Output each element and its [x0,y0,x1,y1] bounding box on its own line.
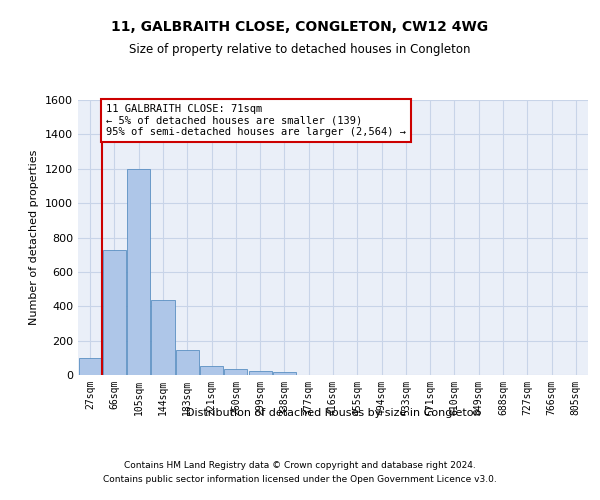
Y-axis label: Number of detached properties: Number of detached properties [29,150,40,325]
Bar [176,350,199,375]
Text: Distribution of detached houses by size in Congleton: Distribution of detached houses by size … [185,408,481,418]
Bar [273,372,296,375]
Bar [248,370,272,375]
Text: Contains HM Land Registry data © Crown copyright and database right 2024.: Contains HM Land Registry data © Crown c… [124,462,476,470]
Bar [200,366,223,375]
Text: 11 GALBRAITH CLOSE: 71sqm
← 5% of detached houses are smaller (139)
95% of semi-: 11 GALBRAITH CLOSE: 71sqm ← 5% of detach… [106,104,406,137]
Bar [127,169,150,375]
Bar [79,358,101,375]
Bar [224,370,247,375]
Text: 11, GALBRAITH CLOSE, CONGLETON, CW12 4WG: 11, GALBRAITH CLOSE, CONGLETON, CW12 4WG [112,20,488,34]
Bar [103,250,126,375]
Bar [151,300,175,375]
Text: Size of property relative to detached houses in Congleton: Size of property relative to detached ho… [129,42,471,56]
Text: Contains public sector information licensed under the Open Government Licence v3: Contains public sector information licen… [103,474,497,484]
